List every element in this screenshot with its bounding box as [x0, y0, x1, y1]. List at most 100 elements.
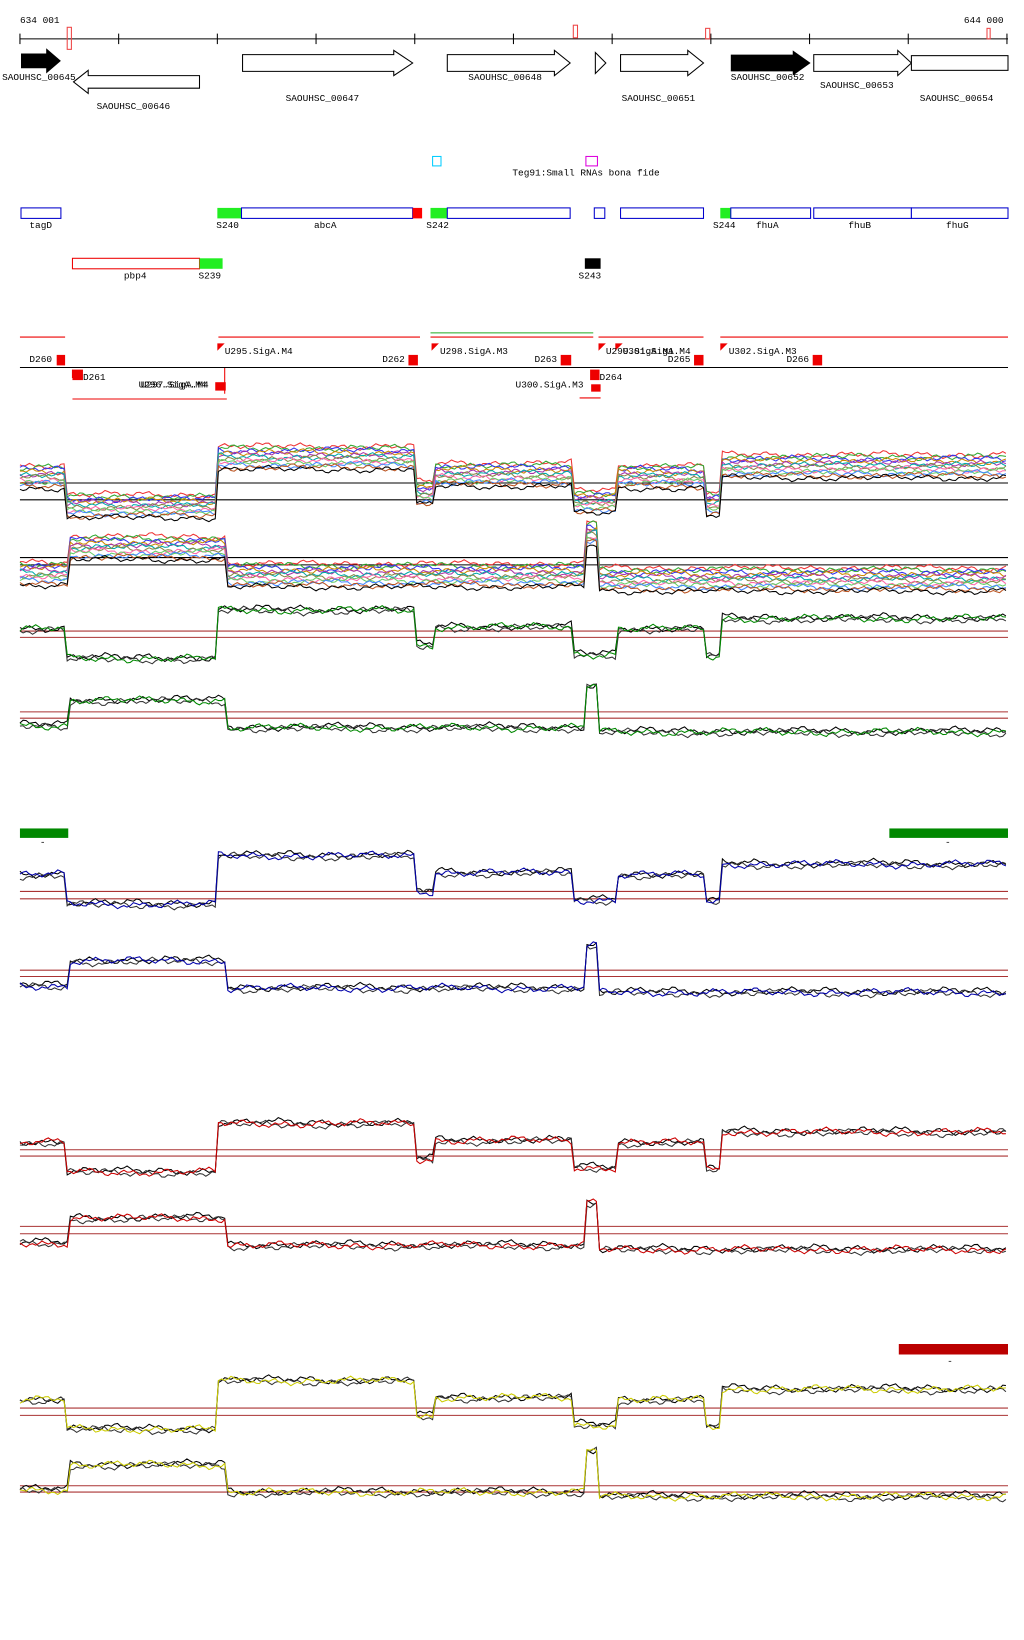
gene-label: SAOUHSC_00647	[286, 93, 360, 104]
gene-arrow	[620, 49, 705, 77]
expression-trace	[19, 538, 1007, 594]
feature-box	[430, 207, 448, 219]
feature-label: S239	[198, 270, 221, 281]
segment-label: D263	[534, 354, 557, 365]
feature-box	[730, 207, 812, 219]
gene-arrow	[594, 51, 607, 75]
expression-trace	[19, 526, 1006, 579]
segment-label: D266	[786, 354, 809, 365]
segment-label: U295.SigA.M4	[225, 346, 293, 357]
gene-label: SAOUHSC_00646	[97, 101, 171, 112]
feature-box	[720, 207, 731, 219]
feature-box	[20, 207, 62, 219]
gene-arrow	[242, 49, 414, 77]
ruler-flags	[66, 24, 991, 50]
segment-label: U296.SigA.M4	[139, 379, 207, 390]
feature-box	[910, 207, 1009, 219]
expression-trace	[19, 1201, 1007, 1256]
expression-trace	[19, 941, 1006, 998]
expression-trace	[19, 458, 1007, 516]
rna-box	[432, 155, 442, 167]
gene-label: SAOUHSC_00654	[920, 93, 994, 104]
segment-label: U299.SigA.M1	[606, 346, 674, 357]
expression-tracks	[19, 442, 1008, 1503]
segment-label: D265	[668, 354, 691, 365]
feature-box	[446, 207, 571, 219]
feature-box	[620, 207, 705, 219]
feature-label: fhuA	[756, 220, 779, 231]
condition-bar	[889, 828, 1008, 838]
expression-trace	[19, 442, 1007, 499]
ruler-start: 634 001	[20, 15, 60, 26]
expression-trace	[19, 452, 1007, 510]
feature-box	[217, 207, 242, 219]
expression-trace	[19, 851, 1007, 911]
expression-trace	[19, 1448, 1007, 1502]
ruler-end: 644 000	[964, 15, 1004, 26]
expression-trace	[19, 850, 1007, 910]
expression-trace	[19, 1117, 1006, 1176]
segment-label: U301.SigA.M4	[623, 346, 691, 357]
feature-label: S243	[579, 270, 602, 281]
condition-bar	[19, 828, 69, 838]
expression-trace	[19, 941, 1007, 997]
segment-label: U300.SigA.M3	[516, 379, 584, 390]
gene-label: SAOUHSC_00645	[2, 72, 76, 83]
segment-label: U302.SigA.M3	[729, 346, 797, 357]
expression-trace	[19, 463, 1007, 520]
feature-label: S242	[426, 220, 449, 231]
expression-trace	[19, 538, 1007, 592]
expression-trace	[19, 1446, 1007, 1503]
expression-trace	[19, 849, 1007, 908]
expression-trace	[19, 605, 1007, 665]
expression-trace	[19, 464, 1007, 523]
feature-box	[813, 207, 912, 219]
feature-label: abcA	[314, 220, 337, 231]
gene-arrow	[72, 69, 201, 95]
expression-trace	[19, 1374, 1006, 1434]
condition-mark: -	[945, 837, 951, 848]
segment-label: D264	[600, 372, 623, 383]
feature-label: S244	[713, 220, 736, 231]
expression-trace	[19, 1198, 1007, 1255]
segment-label: D261	[83, 372, 106, 383]
feature-box	[584, 258, 601, 269]
gene-arrow	[446, 49, 571, 77]
feature-label: pbp4	[124, 270, 147, 281]
segment-label: U297.SigA.M4	[141, 379, 209, 390]
feature-box	[240, 207, 414, 219]
expression-trace	[19, 604, 1007, 663]
feature-label: S240	[216, 220, 239, 231]
expression-trace	[19, 605, 1006, 664]
feature-box	[199, 258, 223, 269]
expression-trace	[19, 520, 1007, 575]
gene-box	[910, 55, 1009, 71]
expression-trace	[19, 446, 1007, 504]
condition-bar	[898, 1344, 1008, 1355]
expression-trace	[19, 683, 1007, 739]
expression-trace	[19, 1375, 1006, 1435]
feature-box	[593, 207, 606, 219]
feature-label: tagD	[29, 220, 52, 231]
expression-trace	[19, 945, 1007, 999]
rna-box	[585, 155, 598, 167]
segment-label: D260	[29, 354, 52, 365]
gene-label: SAOUHSC_00652	[731, 72, 805, 83]
browser-view: 634 001 644 000 SAOUHSC_00645 SAOUHSC_00…	[2, 15, 1009, 1503]
expression-trace	[19, 448, 1007, 506]
gene-arrow	[21, 48, 61, 74]
expression-trace	[19, 1448, 1006, 1501]
gene-arrow	[730, 50, 811, 76]
expression-trace	[19, 1199, 1007, 1254]
gene-label: SAOUHSC_00651	[622, 93, 696, 104]
feature-label: fhuB	[848, 220, 871, 231]
condition-mark: -	[40, 837, 46, 848]
gene-label: SAOUHSC_00653	[820, 80, 894, 91]
gene-label: SAOUHSC_00648	[468, 72, 542, 83]
segment-lines	[19, 336, 1008, 400]
feature-label: fhuG	[946, 220, 969, 231]
segment-label: D262	[382, 354, 405, 365]
feature-box	[412, 207, 423, 219]
expression-trace	[19, 527, 1007, 581]
